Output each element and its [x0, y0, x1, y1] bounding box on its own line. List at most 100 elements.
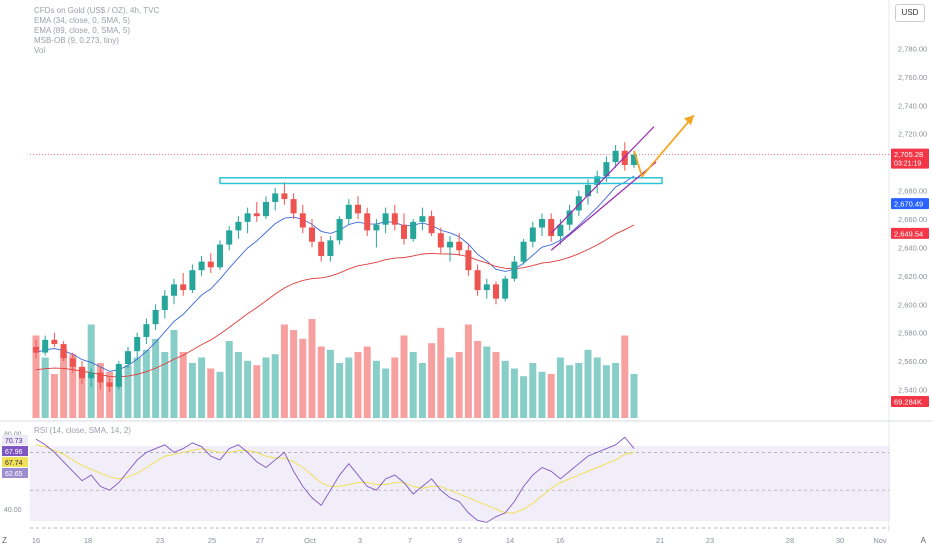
time-axis-label: 3	[358, 536, 362, 545]
volume-bar	[106, 371, 114, 418]
volume-bar	[391, 357, 399, 418]
candle-body	[180, 284, 187, 291]
candle-body	[566, 210, 573, 225]
volume-bar	[538, 371, 546, 418]
candle-body	[493, 284, 499, 299]
candle-body	[428, 216, 435, 234]
candle-body	[327, 240, 334, 256]
auto-scale-button[interactable]: A	[920, 536, 926, 545]
time-axis-label: 16	[32, 536, 40, 545]
time-axis-label: 27	[256, 536, 264, 545]
time-axis-label: 25	[208, 536, 216, 545]
rsi-legend[interactable]: RSI (14, close, SMA, 14, 2)	[34, 426, 131, 435]
currency-button[interactable]: USD	[895, 4, 925, 22]
candle-body	[603, 162, 610, 177]
symbol-title[interactable]: CFDs on Gold (US$ / OZ), 4h, TVC	[34, 6, 160, 15]
price-tick-label: 2,600.00	[898, 300, 927, 309]
volume-bar	[96, 363, 104, 418]
price-tick-label: 2,640.00	[898, 243, 927, 252]
volume-bar	[428, 343, 436, 418]
volume-bar	[575, 363, 583, 418]
msb-legend[interactable]: MSB-OB (9, 0.273, tiny)	[34, 36, 119, 45]
volume-bar	[584, 349, 592, 418]
candle-body	[419, 216, 426, 222]
candle-body	[235, 221, 242, 231]
channel-lower-line	[550, 161, 657, 251]
candle-body	[520, 241, 527, 262]
candle-body	[502, 278, 509, 299]
candle-body	[621, 150, 628, 165]
price-tick-label: 2,540.00	[898, 386, 927, 395]
zoom-button[interactable]: Z	[2, 536, 7, 545]
volume-bar	[382, 368, 390, 418]
rsi-line	[35, 436, 635, 523]
candle-body	[474, 270, 481, 291]
volume-bar	[630, 374, 638, 418]
volume-bar	[464, 324, 472, 418]
candle-body	[410, 221, 417, 239]
volume-bar	[566, 365, 574, 418]
rsi-value-label: 67.96	[5, 449, 23, 456]
candle-body	[437, 233, 444, 248]
candle-body	[134, 336, 141, 352]
candle-body	[631, 154, 637, 165]
candle-body	[272, 193, 279, 202]
candle-body	[612, 150, 619, 163]
candle-body	[97, 372, 104, 383]
price-tick-label: 2,620.00	[898, 272, 927, 281]
ema-fast-legend[interactable]: EMA (34, close, 0, SMA, 5)	[34, 16, 131, 25]
volume-bar	[418, 363, 426, 418]
price-tick-label: 2,720.00	[898, 130, 927, 139]
volume-bar	[510, 368, 518, 418]
candle-body	[106, 382, 113, 387]
ema-fast-value-box	[891, 198, 929, 210]
candle-body	[161, 295, 168, 310]
volume-bar	[317, 346, 325, 418]
projection-arrowhead	[684, 115, 694, 126]
resistance-zone	[219, 177, 663, 185]
time-axis-label: 7	[408, 536, 412, 545]
candle-body	[557, 224, 564, 237]
volume-bar	[50, 374, 58, 418]
candle-body	[318, 241, 325, 256]
volume-legend[interactable]: Vol	[34, 46, 46, 55]
volume-bar	[400, 335, 408, 418]
rsi-tick-label: 80.00	[4, 431, 22, 438]
rsi-value-label: 62.65	[5, 471, 23, 478]
volume-bar	[152, 338, 160, 418]
ema-slow-line	[35, 224, 635, 378]
price-tick-label: 2,680.00	[898, 187, 927, 196]
volume-bar	[363, 346, 371, 418]
candle-body	[152, 309, 159, 325]
candle-body	[585, 184, 591, 197]
candle-body	[511, 261, 518, 279]
ema-fast-value: 2,670.49	[894, 200, 923, 209]
volume-bar	[345, 357, 353, 418]
projection-path	[633, 114, 695, 179]
volume-bar	[547, 374, 555, 418]
candle-body	[69, 358, 76, 367]
volume-bar	[216, 371, 224, 418]
ema-slow-legend[interactable]: EMA (89, close, 0, SMA, 5)	[34, 26, 131, 35]
volume-bar	[280, 324, 288, 418]
price-tick-label: 2,780.00	[898, 44, 927, 53]
candle-body	[33, 346, 39, 353]
candle-body	[125, 351, 131, 364]
candle-body	[364, 213, 371, 231]
rsi-value-box	[2, 446, 28, 456]
ema-slow-value-box	[891, 227, 929, 239]
candle-body	[465, 250, 472, 271]
candle-body	[226, 230, 233, 245]
rsi-value-box	[2, 457, 28, 467]
candle-body	[456, 241, 463, 251]
candle-body	[336, 219, 343, 241]
volume-bar	[520, 376, 528, 418]
candle-body	[51, 339, 58, 345]
rsi-value-box	[2, 468, 28, 478]
time-axis-label: 23	[156, 536, 164, 545]
volume-bar	[262, 357, 270, 418]
candle-body	[198, 261, 205, 271]
volume-bar	[612, 363, 620, 418]
candle-body	[345, 204, 352, 219]
